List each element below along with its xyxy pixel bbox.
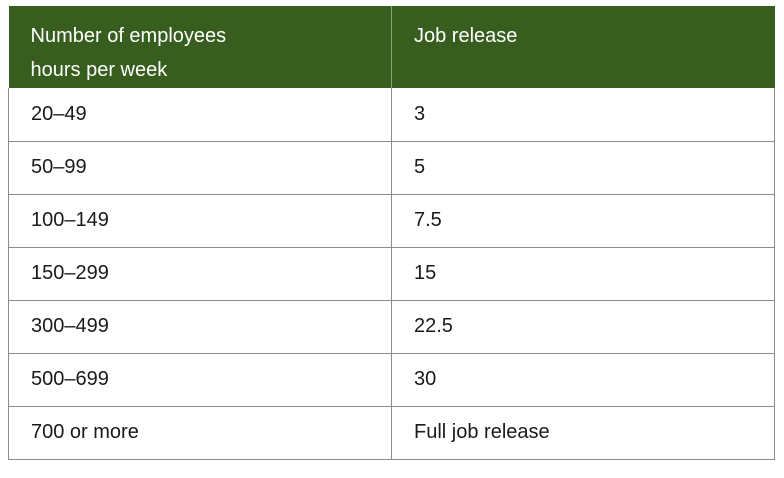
job-release-cell: 5 [391,140,775,195]
table-row: 700 or more Full job release [8,405,775,460]
header-row: Number of employees hours per week Job r… [8,6,775,88]
table-body: 20–49 3 50–99 5 100–149 7.5 150–299 15 3… [8,88,775,460]
table-row: 150–299 15 [8,246,775,301]
header-employees-line2: hours per week [30,59,168,81]
table-header: Number of employees hours per week Job r… [8,6,775,88]
table-row: 500–699 30 [8,352,775,407]
job-release-cell: 30 [391,352,775,407]
employees-cell: 500–699 [8,352,392,407]
employees-cell: 700 or more [8,405,392,460]
header-job-release: Job release [391,6,775,88]
table-row: 20–49 3 [8,88,775,142]
header-employees-hours: Number of employees hours per week [8,6,392,88]
employees-cell: 300–499 [8,299,392,354]
job-release-cell: 22.5 [391,299,775,354]
table-row: 100–149 7.5 [8,193,775,248]
data-table: Number of employees hours per week Job r… [8,6,775,460]
header-employees-line1: Number of employees [30,25,227,47]
job-release-table: Number of employees hours per week Job r… [8,6,775,460]
job-release-cell: Full job release [391,405,775,460]
job-release-cell: 15 [391,246,775,301]
employees-cell: 50–99 [8,140,392,195]
job-release-cell: 3 [391,88,775,142]
table-row: 50–99 5 [8,140,775,195]
job-release-cell: 7.5 [391,193,775,248]
employees-cell: 20–49 [8,88,392,142]
employees-cell: 150–299 [8,246,392,301]
table-row: 300–499 22.5 [8,299,775,354]
employees-cell: 100–149 [8,193,392,248]
